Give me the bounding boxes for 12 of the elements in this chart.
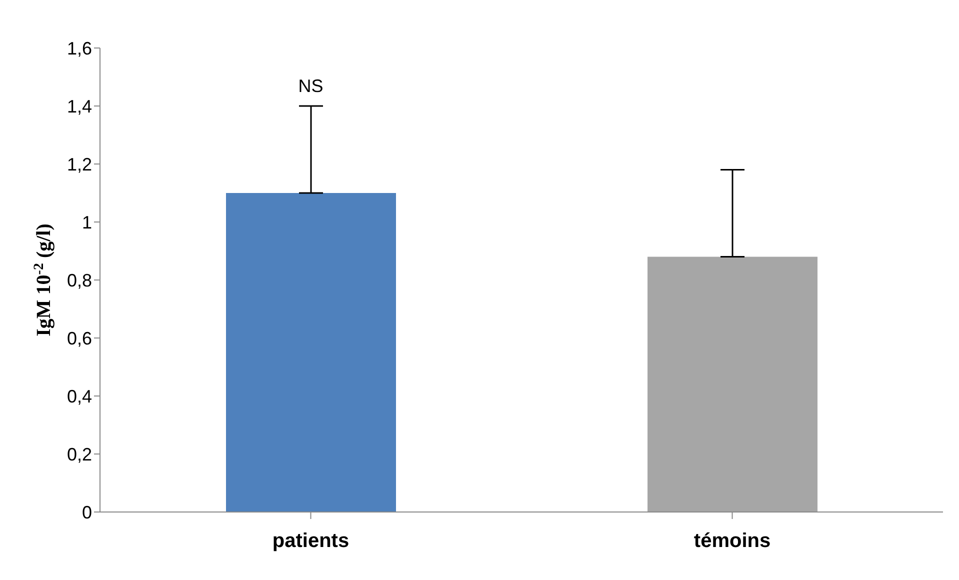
y-tick-label: 1,2 (66, 154, 92, 174)
annotation: NS (298, 76, 324, 96)
y-tick-label: 0,6 (66, 328, 92, 348)
y-tick-label: 0 (82, 502, 92, 522)
y-tick-label: 1,4 (66, 96, 92, 116)
y-tick-label: 0,2 (66, 444, 92, 464)
x-tick-label: témoins (694, 530, 771, 552)
x-tick-label: patients (272, 530, 350, 552)
y-tick-label: 1 (82, 212, 92, 232)
y-tick-label: 0,8 (66, 270, 92, 290)
y-tick-label: 0,4 (66, 386, 92, 406)
y-tick-label: 1,6 (66, 38, 92, 58)
